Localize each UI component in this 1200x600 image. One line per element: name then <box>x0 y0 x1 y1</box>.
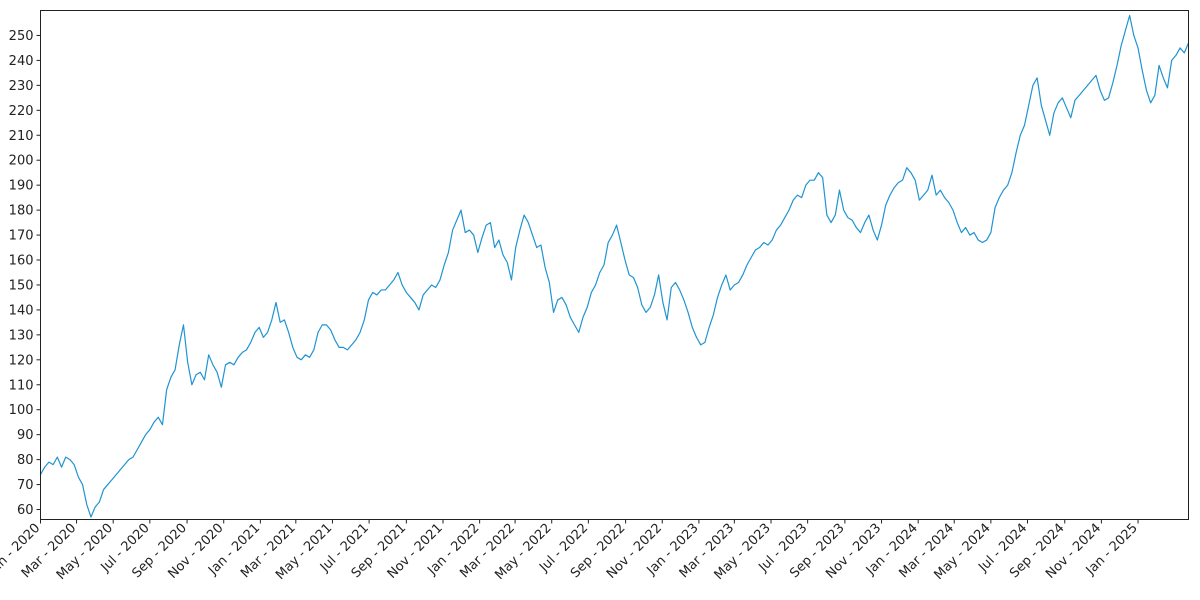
series-line <box>39 14 1190 518</box>
series-layer <box>39 14 1190 518</box>
y-tick-label: 220 <box>9 104 34 119</box>
y-tick-label: 80 <box>17 453 34 468</box>
y-tick-label: 210 <box>9 129 34 144</box>
y-tick-label: 100 <box>9 403 34 418</box>
y-tick-label: 150 <box>9 278 34 293</box>
y-tick-label: 90 <box>17 428 34 443</box>
y-tick-label: 240 <box>9 54 34 69</box>
y-tick-label: 170 <box>9 229 34 244</box>
y-tick-label: 70 <box>17 478 34 493</box>
y-tick-label: 110 <box>9 378 34 393</box>
y-axis: 60 70 80 90 100 110 120 130 140 150 160 170 180 190 20… <box>9 29 41 518</box>
y-tick-label: 130 <box>9 328 34 343</box>
y-tick-label: 250 <box>9 29 34 44</box>
y-tick-label: 190 <box>9 179 34 194</box>
y-tick-label: 230 <box>9 79 34 94</box>
y-tick-label: 160 <box>9 254 34 269</box>
y-tick-label: 60 <box>17 503 34 518</box>
y-tick-label: 140 <box>9 303 34 318</box>
y-tick-label: 200 <box>9 154 34 169</box>
y-tick-label: 120 <box>9 353 34 368</box>
y-tick-label: 180 <box>9 204 34 219</box>
plot-frame <box>40 10 1189 520</box>
